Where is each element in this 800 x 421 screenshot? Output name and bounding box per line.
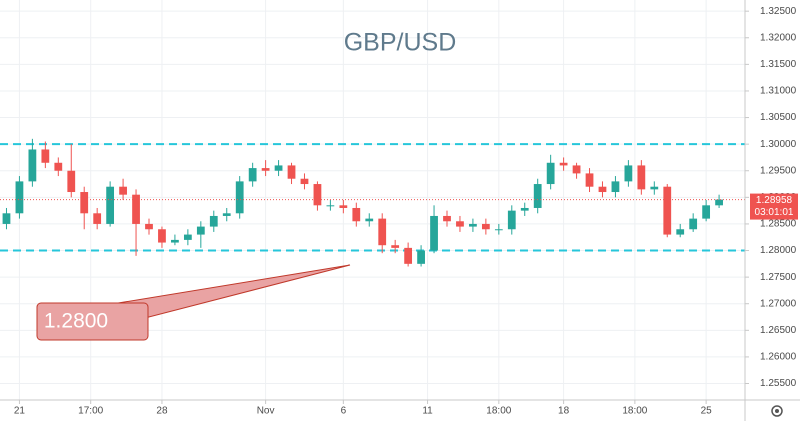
candle-body [481,223,490,230]
candle-body [378,218,387,246]
settings-icon[interactable] [771,405,783,417]
candle-body [637,165,646,190]
candle-body [702,205,711,219]
candle-body [54,162,63,171]
x-tick-label: 6 [341,406,347,417]
candle-body [93,213,102,224]
candle-body [417,250,425,264]
candle-body [261,168,270,171]
last-price-box [750,193,798,220]
y-tick-label: 1.30000 [760,139,797,150]
candle-body [339,205,348,208]
callout-box [36,302,149,341]
candle-body [365,218,374,222]
candle-body [663,186,672,235]
candle-body [650,186,659,190]
candle-body [533,184,542,208]
candle-body [132,194,140,224]
candle-body [572,165,581,174]
x-tick-label: 18:00 [622,406,647,417]
y-tick-label: 1.32000 [760,32,797,43]
candle-body [689,218,698,230]
candle-body [391,245,400,248]
candle-body [326,205,335,207]
y-tick-label: 1.25500 [760,378,797,389]
candle-body [546,162,555,185]
candle-body [494,229,503,231]
candle-body [404,247,413,264]
x-tick-label: 17:00 [78,406,103,417]
candle-body [430,215,438,251]
gear[interactable] [771,405,783,417]
x-tick-label: 11 [422,406,433,417]
candle-body [235,181,244,214]
y-tick-label: 1.32500 [760,6,797,17]
candle-body [443,215,451,222]
candle-body [196,226,205,235]
x-tick-label: 18:00 [486,406,511,417]
candle-body [145,223,153,230]
y-tick-label: 1.31000 [760,86,797,97]
candle-body [300,178,309,185]
x-tick-label: 25 [701,406,713,417]
candle-body [585,173,594,187]
candle-body [158,229,166,243]
x-tick-label: Nov [257,406,275,417]
candle-body [598,186,607,193]
candle-body [313,184,322,206]
candle-body [274,165,283,171]
candle-body [15,181,24,214]
candle-body [469,223,477,227]
y-tick-label: 1.30500 [760,112,797,123]
y-tick-label: 1.27500 [760,272,797,283]
y-tick-label: 1.26500 [760,325,797,336]
candle-body [171,239,179,243]
y-tick-label: 1.31500 [760,59,797,70]
y-tick-label: 1.29500 [760,165,797,176]
candle-body [611,181,620,193]
candle-body [676,229,685,235]
candle-body [41,149,50,163]
candle-body [209,215,218,227]
candle-body [222,213,231,216]
candle-body [624,165,633,182]
x-tick-label: 18 [558,406,570,417]
candle-body [715,199,723,206]
candle-body [287,165,296,179]
candle-body [67,170,76,193]
candle-body [248,168,257,182]
candle-body [183,234,192,240]
countdown-label: 03:01:01 [755,207,794,218]
gear-center[interactable] [775,409,779,413]
candle-body [119,186,127,195]
candle-body [507,210,516,230]
candle-body [352,207,361,222]
y-tick-label: 1.26000 [760,352,797,363]
candle-body [559,162,568,166]
x-tick-label: 28 [156,406,168,417]
candle-body [456,221,464,227]
y-tick-label: 1.28500 [760,219,797,230]
y-tick-label: 1.27000 [760,298,797,309]
candle-body [106,186,115,224]
x-tick-label: 21 [14,406,26,417]
callout-text: 1.2800 [44,310,108,333]
y-tick-label: 1.28000 [760,245,797,256]
candle-body [80,192,89,214]
candle-body [520,207,529,211]
candle-body [28,149,37,182]
last-price-label: 1.28958 [756,195,793,206]
plot [0,138,745,267]
chart-title: GBP/USD [344,29,457,57]
candle-body [2,213,11,224]
